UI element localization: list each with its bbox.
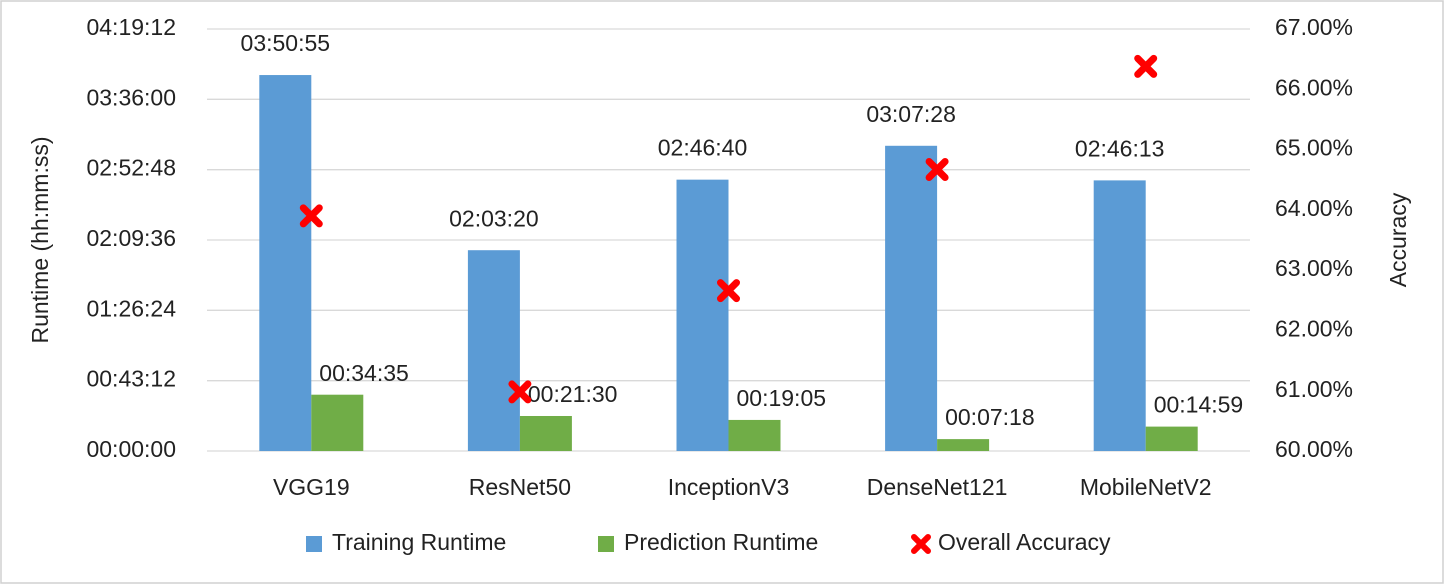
data-label: 00:14:59 <box>1154 392 1244 418</box>
y-tick-label: 02:52:48 <box>86 155 176 181</box>
legend-swatch <box>598 536 614 552</box>
y2-tick-label: 63.00% <box>1275 255 1353 281</box>
x-tick-label: InceptionV3 <box>668 474 789 500</box>
bar <box>885 145 938 451</box>
x-tick-label: ResNet50 <box>469 474 571 500</box>
data-label: 00:19:05 <box>737 385 827 411</box>
y-tick-label: 00:43:12 <box>86 366 176 392</box>
bar <box>519 415 572 451</box>
data-label: 00:07:18 <box>945 404 1035 430</box>
data-label: 00:21:30 <box>528 381 618 407</box>
data-label: 03:50:55 <box>241 30 331 56</box>
data-label: 02:46:13 <box>1075 135 1165 161</box>
y2-tick-label: 62.00% <box>1275 316 1353 342</box>
y2-tick-label: 61.00% <box>1275 376 1353 402</box>
y2-tick-label: 66.00% <box>1275 74 1353 100</box>
data-label: 02:03:20 <box>449 205 539 231</box>
y2-tick-label: 60.00% <box>1275 436 1353 462</box>
y2-tick-label: 64.00% <box>1275 195 1353 221</box>
x-tick-label: MobileNetV2 <box>1080 474 1212 500</box>
data-label: 00:34:35 <box>319 360 409 386</box>
accuracy-marker <box>1134 54 1158 78</box>
accuracy-marker <box>299 204 323 228</box>
y2-tick-label: 65.00% <box>1275 135 1353 161</box>
bar <box>676 179 729 451</box>
data-label: 03:07:28 <box>866 101 956 127</box>
legend-label: Training Runtime <box>332 529 506 555</box>
legend-label: Prediction Runtime <box>624 529 818 555</box>
data-label: 02:46:40 <box>658 135 748 161</box>
bar <box>728 419 781 451</box>
y2-tick-label: 67.00% <box>1275 14 1353 40</box>
accuracy-marker <box>717 279 740 303</box>
y-tick-label: 04:19:12 <box>86 14 176 40</box>
accuracy-marker <box>925 157 949 181</box>
bar <box>1145 426 1198 451</box>
legend-label: Overall Accuracy <box>938 529 1111 555</box>
x-tick-label: VGG19 <box>273 474 350 500</box>
y-tick-label: 00:00:00 <box>86 436 176 462</box>
y-axis-title: Runtime (hh:mm:ss) <box>27 136 53 343</box>
bar <box>467 250 520 451</box>
y-tick-label: 01:26:24 <box>86 295 176 321</box>
bar <box>259 75 312 451</box>
legend-marker <box>911 534 931 554</box>
bar <box>1093 180 1146 452</box>
bar <box>937 439 990 451</box>
y-tick-label: 02:09:36 <box>86 225 176 251</box>
y2-axis-title: Accuracy <box>1385 192 1411 287</box>
accuracy-marker <box>508 380 532 404</box>
bar <box>311 394 364 451</box>
x-tick-label: DenseNet121 <box>867 474 1008 500</box>
y-tick-label: 03:36:00 <box>86 84 176 110</box>
legend-swatch <box>306 536 322 552</box>
